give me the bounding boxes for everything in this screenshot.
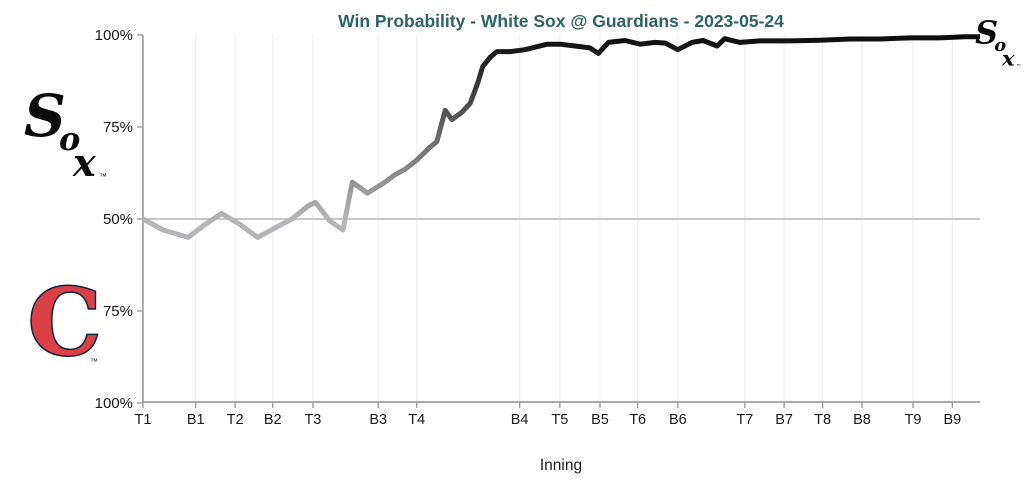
y-tick-label: 100% bbox=[95, 27, 133, 44]
sox-logo-letter-x: x bbox=[72, 140, 97, 185]
x-tick-label: T5 bbox=[551, 412, 568, 428]
y-tick-label: 100% bbox=[95, 395, 133, 412]
sox-logo-letter-s: S bbox=[975, 14, 998, 52]
chart-title: Win Probability - White Sox @ Guardians … bbox=[338, 11, 784, 31]
x-tick-label: T6 bbox=[629, 412, 646, 428]
trademark-symbol: ™ bbox=[99, 172, 107, 181]
white-sox-logo-end: S o x ™ bbox=[975, 14, 1021, 71]
sox-logo-letter-o: o bbox=[994, 35, 1006, 56]
x-axis-title: Inning bbox=[540, 457, 582, 474]
x-tick-label: T7 bbox=[736, 412, 753, 428]
x-tick-label: B6 bbox=[669, 412, 687, 428]
x-tick-label: T8 bbox=[814, 412, 831, 428]
x-tick-label: T9 bbox=[905, 412, 922, 428]
guardians-logo-letter-c: C bbox=[28, 268, 101, 376]
x-tick-label: T1 bbox=[135, 412, 152, 428]
x-tick-label: B4 bbox=[511, 412, 529, 428]
x-tick-label: B1 bbox=[187, 412, 205, 428]
x-tick-label: T2 bbox=[227, 412, 244, 428]
y-tick-label: 50% bbox=[103, 211, 133, 228]
x-tick-label: B9 bbox=[944, 412, 962, 428]
sox-logo-letter-x: x bbox=[1001, 46, 1015, 71]
x-tick-label: B3 bbox=[369, 412, 387, 428]
sox-logo-letter-s: S bbox=[24, 82, 66, 150]
x-tick-label: B7 bbox=[775, 412, 793, 428]
white-sox-logo: S o x ™ bbox=[24, 82, 107, 185]
x-tick-label: B5 bbox=[591, 412, 609, 428]
win-probability-line bbox=[141, 34, 980, 240]
guardians-logo: C ™ bbox=[27, 267, 103, 378]
x-tick-label: B2 bbox=[264, 412, 282, 428]
trademark-symbol: ™ bbox=[90, 357, 98, 366]
chart-layer: 100%75%50%75%100%T1 B1 T2 B2 T3 B3 T4 B4 T5 B5 T6 B… bbox=[95, 27, 980, 428]
trademark-symbol: ™ bbox=[1016, 63, 1020, 68]
x-tick-label: T4 bbox=[408, 412, 425, 428]
x-tick-label: T3 bbox=[304, 412, 321, 428]
x-tick-label: B8 bbox=[853, 412, 871, 428]
sox-logo-letter-o: o bbox=[59, 120, 80, 158]
y-tick-label: 75% bbox=[103, 303, 133, 320]
y-tick-label: 75% bbox=[103, 119, 133, 136]
